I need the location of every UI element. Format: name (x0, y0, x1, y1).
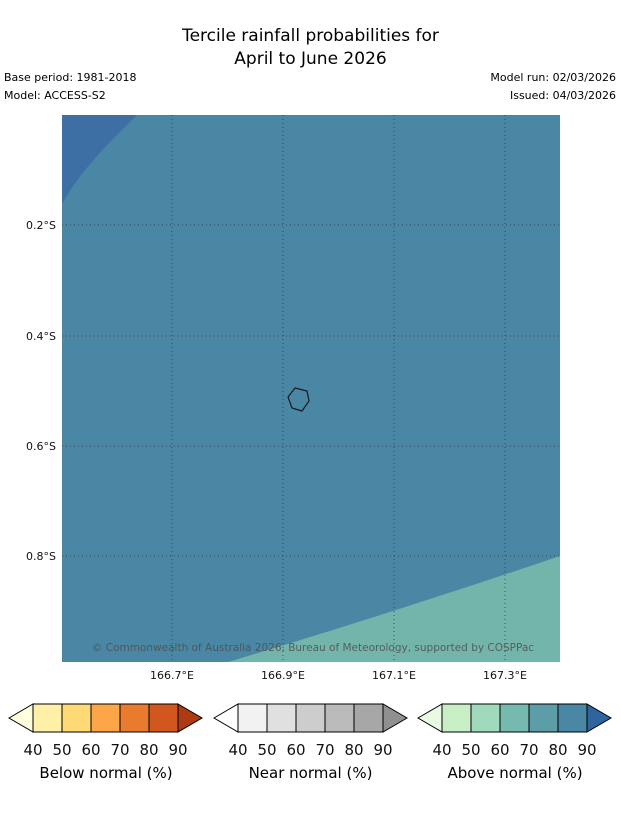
colorbar-segment (470, 703, 501, 733)
figure-title: Tercile rainfall probabilities for April… (0, 25, 621, 71)
colorbar-arrow-right (382, 703, 408, 733)
lat-axis-labels: 0.2°S 0.4°S 0.6°S 0.8°S (26, 219, 56, 563)
colorbar-segment (324, 703, 354, 733)
lon-label-167-1e: 167.1°E (372, 669, 416, 682)
colorbar-tick-label: 40 (23, 741, 42, 759)
colorbar-arrow-left (417, 703, 443, 733)
colorbar-segment (61, 703, 92, 733)
legend-row: 40 50 60 70 80 90 Below normal (%) 40 50 60 70 80… (0, 702, 621, 782)
colorbar-arrow-left (212, 703, 238, 733)
colorbar-segment (32, 703, 63, 733)
lat-label-0-6s: 0.6°S (26, 440, 56, 453)
colorbar-segment (353, 703, 383, 733)
colorbar-segment (557, 703, 588, 733)
map-gridlines (62, 115, 560, 662)
colorbar-tick-label: 80 (344, 741, 363, 759)
colorbar-segment (90, 703, 121, 733)
colorbar-arrow-right (586, 703, 612, 733)
colorbar-tick-label: 70 (519, 741, 538, 759)
colorbar-tick-label: 40 (228, 741, 247, 759)
colorbar-tick-label: 80 (139, 741, 158, 759)
colorbar-tick-label: 70 (315, 741, 334, 759)
colorbar-arrow-right (177, 703, 203, 733)
colorbar-tick-label: 60 (81, 741, 100, 759)
colorbar-tick-label: 70 (110, 741, 129, 759)
colorbar-tick-label: 80 (548, 741, 567, 759)
colorbar-segment (237, 703, 267, 733)
colorbar-arrow-left (8, 703, 34, 733)
island-coastline-outline (287, 387, 310, 412)
colorbar-segment (499, 703, 530, 733)
lon-label-166-7e: 166.7°E (150, 669, 194, 682)
colorbar-tick-label: 40 (432, 741, 451, 759)
lat-label-0-4s: 0.4°S (26, 330, 56, 343)
copyright-text: © Commonwealth of Australia 2026, Bureau… (92, 642, 534, 654)
model-text: Model: ACCESS-S2 (4, 89, 106, 102)
metadata-right: Model run: 02/03/2026 Issued: 04/03/2026 (490, 69, 616, 105)
title-line-2: April to June 2026 (234, 49, 387, 69)
colorbar-below-normal: 40 50 60 70 80 90 (8, 703, 203, 759)
map-region-top-left (62, 115, 137, 204)
colorbar-tick-label: 50 (52, 741, 71, 759)
colorbar-segment (119, 703, 150, 733)
lon-axis-labels: 166.7°E 166.9°E 167.1°E 167.3°E (150, 669, 527, 682)
lon-label-167-3e: 167.3°E (483, 669, 527, 682)
colorbar-tick-label: 90 (373, 741, 392, 759)
legend-caption-near: Near normal (%) (248, 764, 373, 782)
colorbar-segment (148, 703, 179, 733)
metadata-left: Base period: 1981-2018 Model: ACCESS-S2 (4, 69, 136, 105)
map-background-region (62, 115, 560, 662)
colorbar-tick-label: 50 (257, 741, 276, 759)
lat-label-0-2s: 0.2°S (26, 219, 56, 232)
colorbar-tick-label: 90 (577, 741, 596, 759)
legend-caption-below: Below normal (%) (39, 764, 173, 782)
colorbar-segment (441, 703, 472, 733)
issued-text: Issued: 04/03/2026 (509, 89, 616, 102)
rainfall-probability-map: 0.2°S 0.4°S 0.6°S 0.8°S 166.7°E 166.9°E … (26, 115, 560, 682)
colorbar-near-normal: 40 50 60 70 80 90 (212, 703, 408, 759)
lon-label-166-9e: 166.9°E (261, 669, 305, 682)
map-region-bottom-right (228, 556, 560, 662)
legend-near-normal: 40 50 60 70 80 90 Near normal (%) (211, 702, 411, 782)
base-period-text: Base period: 1981-2018 (4, 71, 137, 84)
lat-label-0-8s: 0.8°S (26, 550, 56, 563)
colorbar-above-normal: 40 50 60 70 80 90 (417, 703, 612, 759)
legend-below-normal: 40 50 60 70 80 90 Below normal (%) (6, 702, 206, 782)
colorbar-segment (295, 703, 325, 733)
title-line-1: Tercile rainfall probabilities for (182, 26, 439, 46)
legend-caption-above: Above normal (%) (447, 764, 583, 782)
legend-above-normal: 40 50 60 70 80 90 Above normal (%) (415, 702, 615, 782)
colorbar-tick-label: 60 (286, 741, 305, 759)
colorbar-segment (266, 703, 296, 733)
model-run-text: Model run: 02/03/2026 (490, 71, 616, 84)
colorbar-segment (528, 703, 559, 733)
colorbar-tick-label: 90 (168, 741, 187, 759)
colorbar-tick-label: 60 (490, 741, 509, 759)
colorbar-tick-label: 50 (461, 741, 480, 759)
